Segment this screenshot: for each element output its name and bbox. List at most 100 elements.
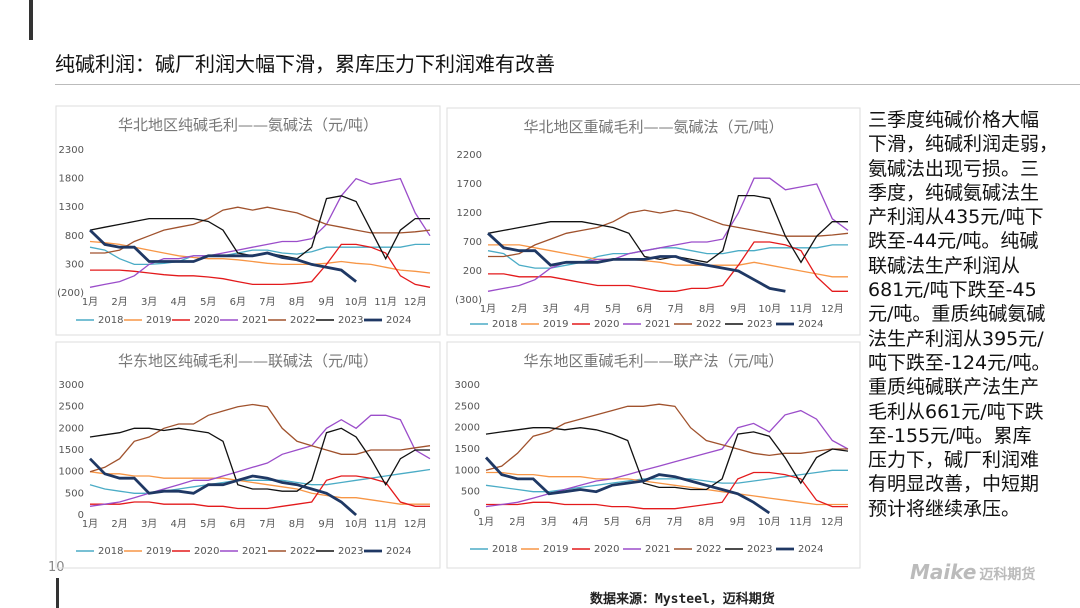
x-tick-label: 2月 — [511, 303, 527, 315]
x-tick-label: 10月 — [758, 516, 781, 528]
chart-title: 华东地区重碱毛利——联产法（元/吨） — [523, 352, 783, 370]
legend-label: 2024 — [798, 544, 823, 555]
x-tick-label: 2月 — [111, 518, 127, 530]
series-line — [89, 403, 431, 473]
legend-label: 2024 — [798, 319, 823, 330]
y-tick-label: 3000 — [59, 380, 84, 391]
x-tick-label: 7月 — [259, 296, 275, 308]
y-tick-label: 1500 — [455, 444, 480, 455]
legend-label: 2024 — [386, 315, 411, 326]
y-tick-label: 2500 — [455, 401, 480, 412]
x-tick-label: 6月 — [230, 296, 246, 308]
x-tick-label: 1月 — [478, 516, 494, 528]
x-tick-label: 6月 — [635, 516, 651, 528]
series-line — [485, 403, 848, 471]
y-tick-label: 1200 — [457, 208, 482, 219]
side-line: 季度，纯碱氨碱法生 — [868, 181, 1040, 204]
slide-title: 纯碱利润：碱厂利润大幅下滑，累库压力下利润难有改善 — [55, 52, 555, 76]
x-tick-label: 8月 — [289, 296, 305, 308]
side-line: 三季度纯碱价格大幅 — [868, 109, 1040, 131]
y-tick-label: 500 — [461, 487, 480, 498]
y-tick-label: 1300 — [59, 202, 84, 213]
y-tick-label: 800 — [65, 231, 84, 242]
side-line: 法生产利润从395元/ — [868, 327, 1044, 350]
x-tick-label: 12月 — [821, 516, 844, 528]
y-tick-label: 1000 — [455, 465, 480, 476]
x-tick-label: 3月 — [542, 303, 558, 315]
x-tick-label: 8月 — [699, 303, 715, 315]
x-tick-label: 4月 — [572, 516, 588, 528]
series-line — [488, 244, 848, 278]
logo-cn: 迈科期货 — [979, 567, 1036, 583]
side-line: 681元/吨下跌至-45 — [868, 279, 1037, 302]
legend-label: 2018 — [492, 544, 517, 555]
x-tick-label: 12月 — [404, 296, 427, 308]
y-tick-label: (300) — [455, 295, 482, 306]
y-tick-label: 1500 — [59, 445, 84, 456]
series-line — [89, 427, 430, 492]
y-tick-label: 0 — [474, 508, 480, 519]
x-tick-label: 11月 — [374, 518, 397, 530]
x-tick-label: 12月 — [404, 518, 427, 530]
accent-bar — [29, 0, 33, 40]
x-tick-label: 1月 — [480, 303, 496, 315]
x-tick-label: 10月 — [345, 518, 368, 530]
legend-label: 2019 — [543, 319, 568, 330]
legend-label: 2023 — [747, 544, 772, 555]
x-tick-label: 3月 — [141, 518, 157, 530]
side-line: 重质纯碱联产法生产 — [868, 376, 1040, 399]
x-tick-label: 1月 — [82, 296, 98, 308]
series-line — [89, 468, 431, 494]
side-line: 预计将继续承压。 — [868, 497, 1021, 520]
y-tick-label: 1800 — [59, 174, 84, 185]
series-line — [89, 457, 358, 517]
accent-bar — [56, 578, 59, 608]
x-tick-label: 2月 — [111, 296, 127, 308]
x-tick-label: 11月 — [374, 296, 397, 308]
x-tick-label: 4月 — [574, 303, 590, 315]
divider — [55, 84, 1080, 85]
series-line — [484, 456, 771, 515]
side-line: 氨碱法出现亏损。三 — [868, 157, 1040, 180]
x-tick-label: 6月 — [230, 518, 246, 530]
series-line — [487, 244, 848, 269]
side-line: 至-155元/吨。累库 — [868, 424, 1032, 447]
series-line — [89, 195, 430, 261]
x-tick-label: 10月 — [758, 303, 781, 315]
y-tick-label: 300 — [65, 259, 84, 270]
y-tick-label: 1700 — [457, 179, 482, 190]
series-line — [488, 241, 848, 292]
legend-label: 2020 — [594, 544, 619, 555]
side-line: 跌至-44元/吨。纯碱 — [868, 230, 1039, 253]
series-line — [90, 206, 431, 254]
series-line — [486, 471, 848, 506]
y-tick-label: 3000 — [455, 380, 480, 391]
y-tick-label: 200 — [463, 266, 482, 277]
side-line: 元/吨。重质纯碱氨碱 — [868, 303, 1046, 326]
legend-label: 2021 — [242, 315, 267, 326]
legend-label: 2022 — [290, 315, 315, 326]
logo: Maike 迈科期货 — [910, 560, 1035, 584]
legend-label: 2022 — [696, 319, 721, 330]
legend-label: 2018 — [98, 546, 123, 557]
legend-label: 2023 — [338, 315, 363, 326]
series-line — [90, 243, 431, 288]
y-tick-label: 0 — [78, 510, 84, 521]
side-line: 有明显改善，中短期 — [868, 473, 1040, 496]
legend-label: 2018 — [492, 319, 517, 330]
legend-label: 2019 — [146, 546, 171, 557]
legend-label: 2023 — [338, 546, 363, 557]
series-line — [485, 409, 849, 508]
series-line — [89, 177, 431, 288]
legend-label: 2021 — [645, 544, 670, 555]
y-tick-label: 2000 — [455, 423, 480, 434]
chart-frame — [446, 341, 861, 569]
side-line: 毛利从661元/吨下跌 — [868, 400, 1044, 423]
x-tick-label: 3月 — [541, 516, 557, 528]
legend-label: 2018 — [98, 315, 123, 326]
side-text: 三季度纯碱价格大幅 下滑，纯碱利润走弱， 氨碱法出现亏损。三 季度，纯碱氨碱法生 产利润… — [868, 108, 1078, 521]
legend-label: 2019 — [543, 544, 568, 555]
series-line — [485, 469, 848, 493]
series-line — [488, 209, 849, 258]
